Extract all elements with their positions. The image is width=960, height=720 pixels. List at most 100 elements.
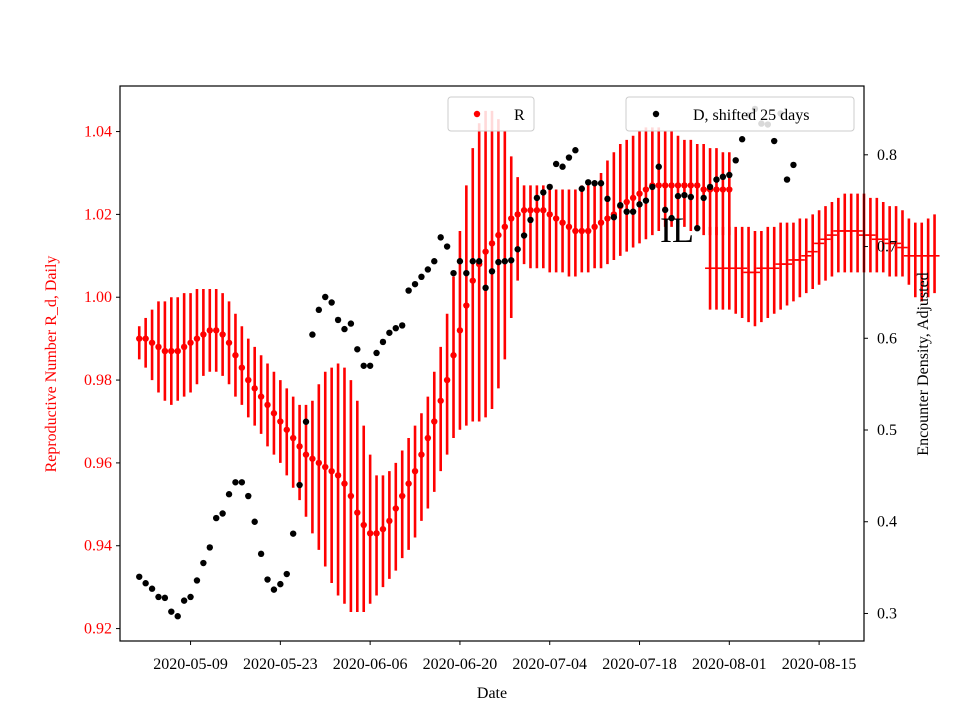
r-point <box>257 393 265 400</box>
d-point <box>450 269 457 277</box>
d-point <box>700 194 707 202</box>
d-point <box>257 550 265 558</box>
d-point <box>180 597 188 604</box>
d-point <box>591 180 598 187</box>
r-point <box>405 480 412 487</box>
left-axis-label: Reproductive Number R_d, Daily <box>43 256 60 473</box>
r-point <box>232 352 239 359</box>
d-point <box>674 192 682 200</box>
r-point <box>200 331 207 338</box>
r-point <box>392 505 399 512</box>
r-point <box>437 397 444 404</box>
d-point <box>424 266 432 273</box>
d-point <box>617 202 624 209</box>
r-point <box>373 530 380 537</box>
d-point <box>482 284 489 292</box>
d-point <box>771 137 778 145</box>
r-point <box>168 347 175 355</box>
d-point <box>655 163 662 170</box>
d-point <box>136 573 143 580</box>
left-tick-label: 0.94 <box>84 538 112 555</box>
d-point <box>597 180 605 187</box>
d-point <box>604 195 611 203</box>
d-point <box>469 258 476 265</box>
r-point <box>495 231 502 239</box>
d-point <box>206 544 213 551</box>
legend-r: R <box>447 96 535 132</box>
legend-r-marker <box>473 110 481 118</box>
r-point <box>148 339 156 346</box>
r-point <box>700 186 707 193</box>
d-point <box>495 258 502 266</box>
r-point <box>463 302 470 309</box>
right-axis: 0.3 0.4 0.5 0.6 0.7 0.8 <box>864 147 897 622</box>
d-point <box>527 216 534 224</box>
r-point <box>399 492 406 500</box>
d-point <box>379 338 387 346</box>
r-point <box>533 207 541 214</box>
d-point <box>456 258 464 265</box>
d-point <box>514 246 521 253</box>
d-point <box>694 224 701 232</box>
legend-r-label: R <box>514 107 525 124</box>
d-point <box>565 154 573 161</box>
d-point <box>392 324 399 332</box>
r-point <box>661 182 669 189</box>
d-point <box>232 479 239 486</box>
r-point <box>206 327 213 334</box>
left-tick-label: 1.04 <box>84 124 112 141</box>
r-point <box>341 480 348 487</box>
d-point <box>341 325 348 333</box>
x-axis: 2020-05-09 2020-05-23 2020-06-06 2020-06-20… <box>153 641 856 673</box>
d-point <box>706 183 714 191</box>
x-tick-label: 2020-05-23 <box>243 656 318 673</box>
x-tick-label: 2020-08-15 <box>782 656 857 673</box>
r-point <box>251 385 258 392</box>
d-point <box>168 608 175 615</box>
r-point <box>431 418 438 425</box>
r-point <box>572 227 579 235</box>
r-point <box>527 207 534 214</box>
right-tick-label: 0.7 <box>877 239 897 256</box>
d-point <box>354 346 361 353</box>
d-point <box>649 183 656 191</box>
d-point <box>610 213 618 221</box>
r-point <box>655 182 662 189</box>
d-point <box>399 322 406 329</box>
d-point <box>661 206 669 214</box>
d-point <box>238 479 246 486</box>
d-point <box>296 481 303 489</box>
d-point <box>270 586 278 593</box>
d-point <box>546 183 553 191</box>
r-point <box>559 219 566 226</box>
r-point <box>597 219 605 226</box>
x-tick-label: 2020-07-18 <box>602 656 677 673</box>
x-tick-label: 2020-08-01 <box>692 656 767 673</box>
r-point <box>142 335 149 342</box>
d-point <box>289 530 297 537</box>
d-point <box>559 163 566 170</box>
d-point <box>431 258 438 265</box>
d-point <box>552 160 560 168</box>
d-point <box>623 208 630 215</box>
r-point <box>328 467 335 475</box>
d-point <box>277 580 284 588</box>
d-point <box>790 161 797 169</box>
r-point <box>334 472 342 479</box>
d-point <box>585 179 592 186</box>
d-point <box>405 287 412 294</box>
r-point <box>161 347 169 355</box>
r-point <box>585 227 592 235</box>
d-point <box>264 576 271 583</box>
state-annotation: IL <box>660 210 694 250</box>
d-point <box>315 306 323 314</box>
left-tick-label: 1.02 <box>84 206 112 223</box>
r-point <box>225 339 233 346</box>
d-point <box>411 280 419 288</box>
d-point <box>540 189 547 196</box>
r-point <box>508 215 515 222</box>
d-point <box>533 194 541 202</box>
d-point <box>302 418 310 425</box>
d-point <box>148 585 156 592</box>
